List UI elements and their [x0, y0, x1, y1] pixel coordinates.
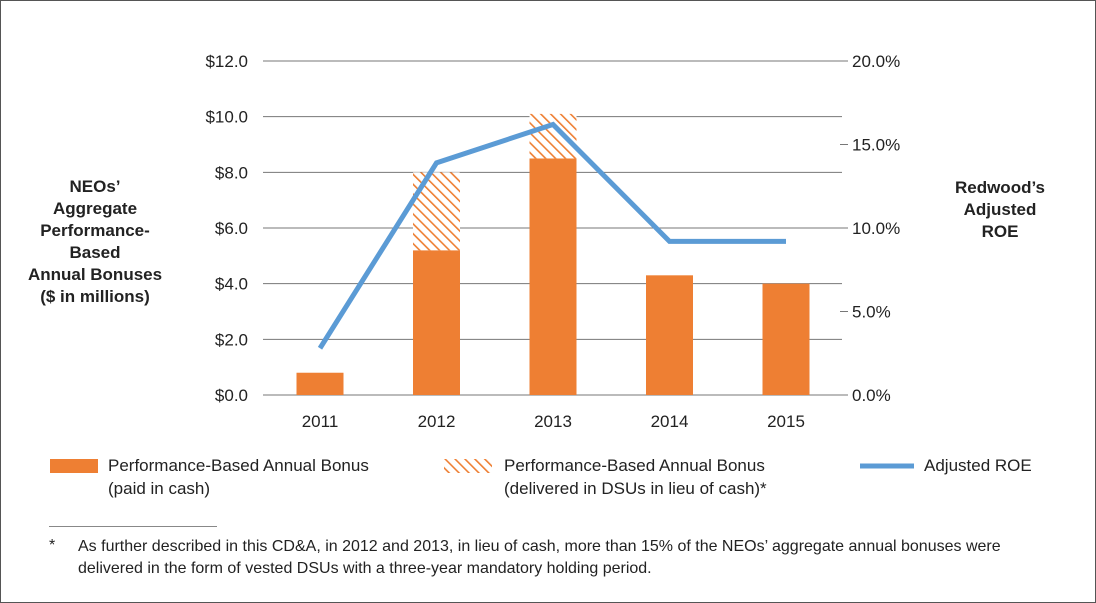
right_axis-line: ROE [981, 222, 1019, 241]
legend-roe-line1: Adjusted ROE [924, 456, 1032, 475]
right_axis-line: Redwood’s [954, 178, 1046, 197]
roe-line [317, 121, 787, 350]
right-tick-label: 5.0% [852, 303, 891, 322]
left_axis-line: NEOs’ [69, 177, 121, 196]
bar-cash [529, 158, 577, 395]
bar-cash [413, 250, 460, 395]
legend-swatch-cash [50, 459, 98, 473]
bar-cash [762, 283, 810, 395]
left-tick-label: $2.0 [215, 330, 248, 349]
bar-cash [646, 275, 693, 395]
left-tick-label: $10.0 [205, 108, 248, 127]
left-tick-label: $0.0 [215, 386, 248, 405]
left_axis-line: Based [69, 243, 121, 262]
category-label: 2013 [534, 412, 572, 431]
left-tick-label: $12.0 [205, 52, 248, 71]
right-axis-label: Redwood’s Adjusted ROE [930, 177, 1070, 243]
left_axis-line: ($ in millions) [40, 287, 150, 306]
footnote-divider [49, 526, 217, 527]
right_axis-line: Adjusted [963, 200, 1037, 219]
left_axis-line: Annual Bonuses [27, 265, 163, 284]
left-tick-label: $8.0 [215, 163, 248, 182]
legend-cash-line1: Performance-Based Annual Bonus [108, 456, 369, 475]
tick-labels: $0.0 $2.0 $4.0 $6.0 $8.0 $10.0 $12.0 0.0% 5.0% 10… [205, 52, 900, 431]
bar-dsu [529, 113, 577, 159]
category-label: 2015 [767, 412, 805, 431]
legend-cash-line2: (paid in cash) [108, 479, 211, 498]
left-tick-label: $6.0 [215, 219, 248, 238]
left-axis-label: NEOs’ Aggregate Performance- Based Annual Bo… [20, 176, 170, 308]
legend-swatch-dsu [444, 459, 492, 473]
footnote-text: As further described in this CD&A, in 20… [78, 538, 1001, 577]
left-tick-label: $4.0 [215, 275, 248, 294]
footnote-mark: * [49, 537, 56, 554]
category-label: 2011 [302, 412, 339, 431]
category-label: 2014 [651, 412, 689, 431]
bar-dsu [413, 172, 460, 251]
left_axis-line: Performance- [40, 221, 150, 240]
left_axis-line: Aggregate [52, 199, 138, 218]
right-tick-label: 15.0% [852, 136, 900, 155]
category-label: 2012 [418, 412, 456, 431]
gridlines [263, 60, 848, 396]
legend-dsu-line2: (delivered in DSUs in lieu of cash)* [504, 479, 767, 498]
bar-cash [296, 372, 344, 395]
right-tick-label: 0.0% [852, 386, 891, 405]
right-tick-label: 10.0% [852, 219, 900, 238]
right-tick-label: 20.0% [852, 52, 900, 71]
legend-dsu-line1: Performance-Based Annual Bonus [504, 456, 765, 475]
bars [296, 113, 810, 395]
legend-swatch-roe [860, 463, 914, 469]
